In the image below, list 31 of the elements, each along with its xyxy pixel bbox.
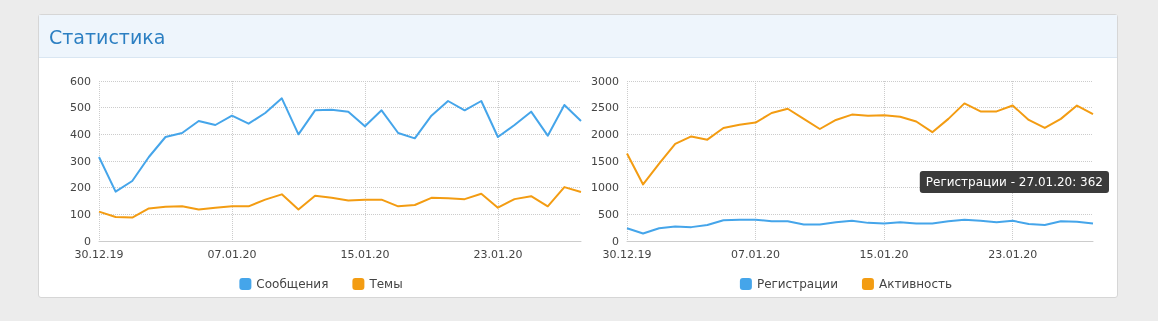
- legend-label: Темы: [368, 277, 403, 291]
- y-tick-label: 200: [70, 181, 91, 195]
- x-tick-label: 07.01.20: [207, 248, 257, 261]
- x-tick-label: 07.01.20: [731, 248, 781, 261]
- x-tick-label: 23.01.20: [473, 248, 523, 261]
- y-tick-label: 2000: [591, 127, 619, 141]
- y-tick-label: 3000: [591, 74, 619, 88]
- y-tick-label: 300: [70, 154, 91, 168]
- chart-title: Статистика: [39, 15, 1117, 58]
- line-series: [626, 218, 1094, 235]
- y-tick-label: 2500: [591, 101, 619, 115]
- x-tick-label: 30.12.19: [74, 248, 124, 261]
- y-tick-label: 0: [84, 234, 91, 248]
- y-tick-label: 600: [70, 74, 91, 88]
- legend-label: Сообщения: [256, 277, 329, 291]
- y-tick-label: 1500: [591, 154, 619, 168]
- annotation: Регистрации - 27.01.20: 362: [925, 175, 1104, 189]
- y-tick-label: 500: [70, 101, 91, 115]
- x-tick-label: 15.01.20: [340, 248, 390, 261]
- y-tick-label: 500: [598, 207, 619, 221]
- y-tick-label: 1000: [591, 181, 619, 195]
- y-tick-label: 0: [612, 234, 619, 248]
- x-tick-label: 15.01.20: [859, 248, 909, 261]
- line-series: [98, 97, 582, 193]
- y-tick-label: 400: [70, 127, 91, 141]
- x-tick-label: 30.12.19: [602, 248, 652, 261]
- line-series: [98, 186, 582, 219]
- legend-label: Активность: [878, 277, 953, 291]
- y-tick-label: 100: [70, 207, 91, 221]
- x-tick-label: 23.01.20: [988, 248, 1038, 261]
- legend-label: Регистрации: [756, 277, 838, 291]
